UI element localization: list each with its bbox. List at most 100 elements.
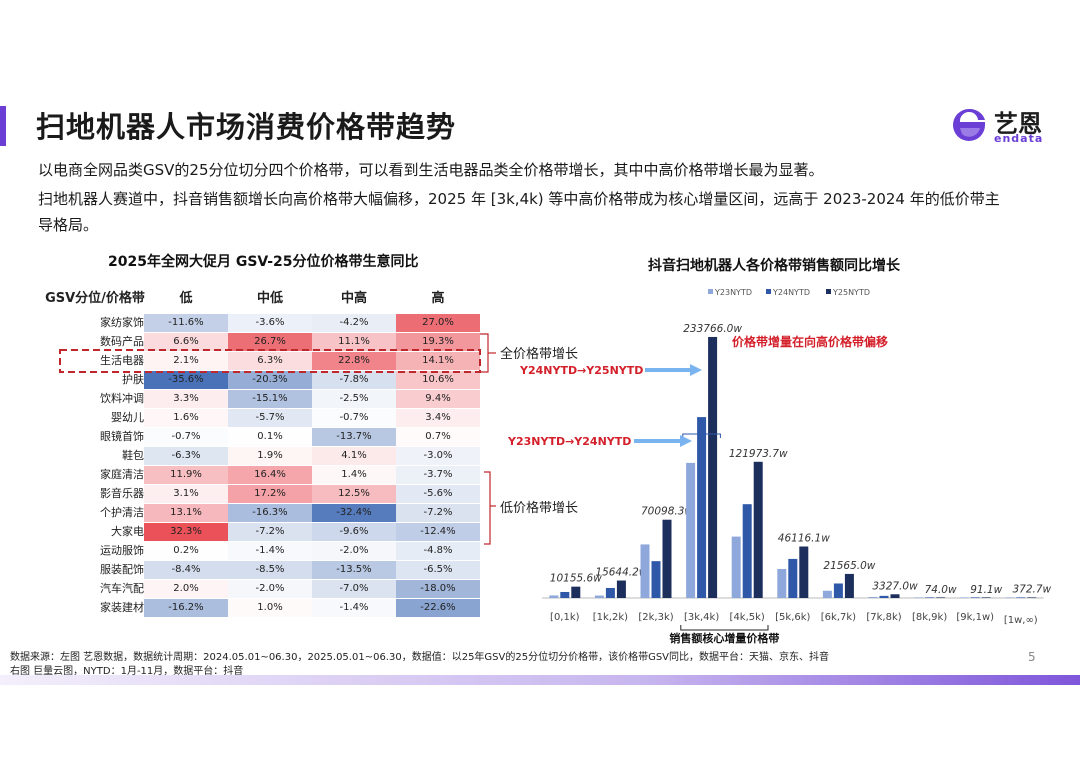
heatmap-row-label: 护肤 xyxy=(122,373,144,386)
bar-y25nytd xyxy=(1027,597,1037,598)
heatmap-cell: -6.3% xyxy=(144,447,228,465)
heatmap-row-label: 数码产品 xyxy=(100,335,144,348)
heatmap-cell: 16.4% xyxy=(228,466,312,484)
highlight-dashed-box xyxy=(59,349,481,373)
heatmap-cell: 0.7% xyxy=(396,428,480,446)
data-label: 372.7w xyxy=(1012,584,1051,596)
legend-entry: Y25NYTD xyxy=(832,288,870,297)
heatmap-cell: -11.6% xyxy=(144,314,228,332)
heatmap-cell: -8.4% xyxy=(144,561,228,579)
bar-y24nytd xyxy=(605,587,615,598)
heatmap-col-midhigh: 中高 xyxy=(340,291,367,306)
heatmap-row-label: 婴幼儿 xyxy=(111,411,144,424)
heatmap-cell: -4.2% xyxy=(312,314,396,332)
heatmap-cell: 11.1% xyxy=(312,333,396,351)
arrow-head-y23-y24 xyxy=(680,435,692,447)
bar-y25nytd xyxy=(799,546,809,598)
annotation-y24-y25: Y24NYTD→Y25NYTD xyxy=(519,364,643,377)
heatmap-cell: -3.6% xyxy=(228,314,312,332)
heatmap-cell: -0.7% xyxy=(312,409,396,427)
heatmap-cell: -9.6% xyxy=(312,523,396,541)
bottom-gradient-bar xyxy=(0,675,1080,685)
heatmap-cell: -13.5% xyxy=(312,561,396,579)
heatmap-row-label: 家庭清洁 xyxy=(100,468,144,481)
bar-y25nytd xyxy=(936,597,946,598)
heatmap-cell: -1.4% xyxy=(228,542,312,560)
bar-y25nytd xyxy=(753,461,763,598)
bar-y23nytd xyxy=(959,597,969,598)
heatmap-cell: 22.8% xyxy=(312,352,396,370)
bar-y25nytd xyxy=(571,586,581,598)
heatmap-col-low: 低 xyxy=(179,291,193,306)
heatmap-cell: 2.1% xyxy=(144,352,228,370)
bar-chart-title: 抖音扫地机器人各价格带销售额同比增长 xyxy=(648,258,900,274)
bracket-label-all-grow: 全价格带增长 xyxy=(500,347,579,362)
heatmap-cell: -20.3% xyxy=(228,371,312,389)
heatmap-row-label: 汽车汽配 xyxy=(100,582,144,595)
x-tick-label: [7k,8k) xyxy=(866,612,901,623)
heatmap-row-label: 服装配饰 xyxy=(100,563,144,576)
bar-y24nytd xyxy=(742,504,752,598)
heatmap-row-label: 家纺家饰 xyxy=(100,316,144,329)
bracket-bottom xyxy=(484,471,491,545)
legend-entry: Y24NYTD xyxy=(772,288,810,297)
bar-y23nytd xyxy=(1005,597,1015,598)
legend-entry: Y23NYTD xyxy=(714,288,752,297)
legend-swatch xyxy=(708,289,713,294)
legend-swatch xyxy=(766,289,771,294)
bar-y24nytd xyxy=(697,417,707,598)
heatmap-row-label: 家装建材 xyxy=(100,601,144,614)
heatmap-row-label: 运动服饰 xyxy=(100,544,144,557)
bracket-label-low-grow: 低价格带增长 xyxy=(500,501,579,516)
heatmap-col-midlow: 中低 xyxy=(256,291,283,306)
heatmap-cell: 17.2% xyxy=(228,485,312,503)
heatmap-row-label: 影音乐器 xyxy=(100,487,144,500)
heatmap-cell: 27.0% xyxy=(396,314,480,332)
bar-y23nytd xyxy=(868,596,878,598)
bar-y24nytd xyxy=(833,583,843,598)
heatmap-row-label: 鞋包 xyxy=(122,449,144,462)
heatmap-cell: -16.3% xyxy=(228,504,312,522)
data-label: 121973.7w xyxy=(729,448,788,460)
heatmap-cell: -32.4% xyxy=(312,504,396,522)
heatmap-cell: -7.2% xyxy=(396,504,480,522)
bar-y23nytd xyxy=(594,595,604,598)
bar-y24nytd xyxy=(970,597,980,598)
heatmap-cell: -0.7% xyxy=(144,428,228,446)
heatmap-cell: 10.6% xyxy=(396,371,480,389)
bar-y25nytd xyxy=(616,580,626,598)
data-label: 46116.1w xyxy=(778,533,830,545)
data-label: 15644.2w xyxy=(595,567,647,579)
page-title: 扫地机器人市场消费价格带趋势 xyxy=(36,110,457,144)
heatmap-cell: -6.5% xyxy=(396,561,480,579)
description-line-2: 扫地机器人赛道中，抖音销售额增长向高价格带大幅偏移，2025 年 [3k,4k)… xyxy=(38,190,1000,208)
heatmap-cell: 1.0% xyxy=(228,599,312,617)
bar-y24nytd xyxy=(879,595,889,598)
heatmap-cell: -15.1% xyxy=(228,390,312,408)
bar-y25nytd xyxy=(890,594,900,598)
heatmap-row-label: 饮料冲调 xyxy=(100,392,144,405)
heatmap-cell: -2.5% xyxy=(312,390,396,408)
heatmap-cell: 4.1% xyxy=(312,447,396,465)
heatmap-cell: -35.6% xyxy=(144,371,228,389)
heatmap-row-label: 生活电器 xyxy=(100,354,144,367)
heatmap-cell: -5.7% xyxy=(228,409,312,427)
heatmap-cell: 26.7% xyxy=(228,333,312,351)
heatmap-cell: 13.1% xyxy=(144,504,228,522)
heatmap-cell: -18.0% xyxy=(396,580,480,598)
bar-y24nytd xyxy=(788,558,798,598)
annotation-y23-y24: Y23NYTD→Y24NYTD xyxy=(507,435,631,448)
heatmap-cell: -7.2% xyxy=(228,523,312,541)
heatmap-cell: 12.5% xyxy=(312,485,396,503)
heatmap-row-label: 个护清洁 xyxy=(100,506,144,519)
heatmap-cell: 11.9% xyxy=(144,466,228,484)
core-band-label: 销售额核心增量价格带 xyxy=(669,631,779,645)
data-label: 3327.0w xyxy=(872,580,918,592)
heatmap-cell: 3.3% xyxy=(144,390,228,408)
heatmap-cell: -16.2% xyxy=(144,599,228,617)
x-tick-label: [9k,1w) xyxy=(956,612,994,623)
description-line-1: 以电商全网品类GSV的25分位切分四个价格带，可以看到生活电器品类全价格带增长，… xyxy=(38,161,824,179)
heatmap-cell: -2.0% xyxy=(312,542,396,560)
bar-y24nytd xyxy=(651,561,661,598)
